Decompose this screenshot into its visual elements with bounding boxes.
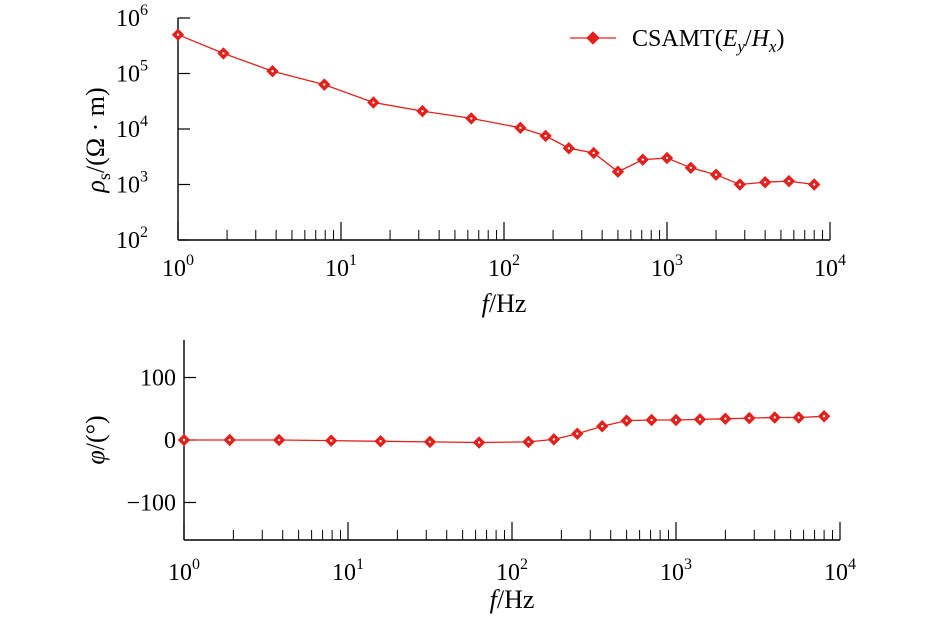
data-point-center [641, 158, 644, 161]
x-axis-title: f/Hz [482, 289, 527, 318]
x-tick-label: 102 [496, 556, 528, 586]
y-tick-label: −100 [126, 491, 176, 517]
data-point-center [323, 83, 326, 86]
data-point-center [748, 416, 751, 420]
y-tick-label: 105 [116, 58, 148, 88]
data-point-center [650, 418, 653, 422]
data-point-center [477, 441, 481, 444]
data-point-center [271, 70, 274, 73]
data-point-center [222, 52, 225, 55]
data-point-center [176, 33, 180, 36]
y-tick-label: 106 [116, 2, 148, 32]
x-tick-label: 100 [162, 252, 194, 282]
data-point-center [698, 418, 702, 421]
data-point-center [625, 419, 628, 422]
data-point-center [544, 134, 547, 138]
x-tick-label: 103 [660, 556, 692, 586]
data-point-center [773, 416, 776, 419]
y-axis-title: ρs/(Ω · m) [81, 87, 114, 193]
legend: CSAMT(Ey/Hx) [570, 26, 784, 56]
y-tick-label: 103 [116, 169, 148, 199]
series-line [177, 34, 815, 186]
data-point-center [379, 440, 382, 443]
data-point-center [714, 173, 718, 176]
y-tick-label: 104 [116, 113, 148, 143]
phase-chart: 100 101 102 103 104 100 0 −100 f/Hz φ/(°) [81, 340, 856, 614]
data-point-center [567, 147, 571, 150]
y-axis-title: φ/(°) [81, 415, 110, 464]
data-point-center [470, 117, 473, 120]
x-axis-title: f/Hz [490, 585, 535, 614]
data-point-center [813, 183, 816, 186]
resistivity-chart: 100 101 102 103 104 102 103 104 105 106 f/Hz ρs/(Ω … [81, 2, 846, 318]
x-tick-label: 104 [814, 252, 846, 282]
legend-marker [586, 31, 600, 45]
data-point-center [763, 181, 767, 184]
x-tick-label: 100 [168, 556, 200, 586]
data-point-center [330, 439, 333, 442]
data-point-center [822, 415, 826, 418]
data-point-center [552, 438, 556, 441]
data-point-center [674, 418, 678, 422]
data-point-center [527, 440, 530, 444]
x-tick-label: 102 [488, 252, 520, 282]
y-tick-label: 100 [140, 366, 176, 392]
x-tick-label: 101 [332, 556, 364, 586]
data-point-center [372, 101, 375, 104]
data-point-center [616, 170, 620, 173]
data-point-center [428, 440, 432, 444]
data-point-center [665, 156, 669, 160]
data-point-center [576, 432, 579, 435]
data-point-center [724, 417, 727, 420]
data-point-center [421, 109, 424, 113]
data-point-center [787, 179, 791, 183]
y-tick-label: 102 [116, 224, 148, 254]
data-point-center [592, 151, 595, 155]
data-point-center [601, 425, 604, 428]
data-point-center [277, 438, 281, 442]
data-point-center [689, 166, 693, 169]
data-point-center [519, 126, 522, 130]
data-point-center [228, 438, 231, 442]
x-tick-label: 103 [651, 252, 683, 282]
data-point-center [182, 438, 186, 442]
x-tick-label: 101 [325, 252, 357, 282]
data-point-center [738, 183, 742, 186]
x-tick-label: 104 [824, 556, 856, 586]
legend-label: CSAMT(Ey/Hx) [632, 26, 784, 56]
y-tick-label: 0 [164, 428, 176, 454]
data-point-center [797, 416, 800, 419]
